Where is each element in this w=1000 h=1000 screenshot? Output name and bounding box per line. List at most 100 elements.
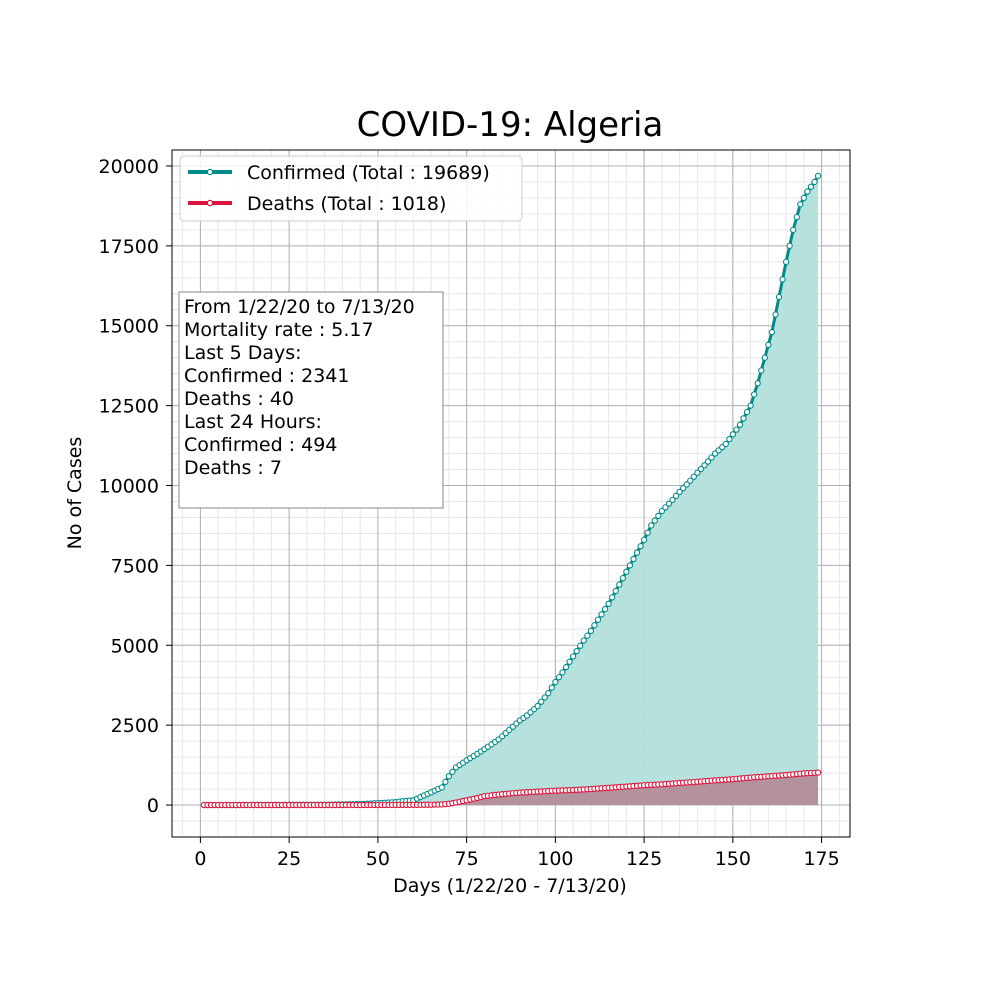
data-point-confirmed <box>616 581 623 588</box>
stats-line-last5-deaths: Deaths : 40 <box>184 388 294 410</box>
data-point-confirmed <box>534 702 541 710</box>
data-point-confirmed <box>594 616 602 623</box>
y-tick-label: 17500 <box>99 236 159 258</box>
legend: Confirmed (Total : 19689) Deaths (Total … <box>179 155 523 222</box>
data-point-confirmed <box>797 201 804 208</box>
series-fills <box>203 175 819 806</box>
stats-line-last24-confirmed: Confirmed : 494 <box>184 434 337 456</box>
data-point-confirmed <box>626 562 634 569</box>
series-area-deaths <box>203 772 819 806</box>
y-axis: 0 2500 5000 7500 10000 12500 15000 17500 20000 <box>99 156 172 817</box>
data-point-confirmed <box>690 473 697 480</box>
data-point-confirmed <box>758 367 765 374</box>
data-point-confirmed <box>662 504 669 511</box>
data-point-confirmed <box>743 408 751 416</box>
plot-frame <box>171 149 851 838</box>
data-point-deaths <box>814 769 822 776</box>
legend-entry-deaths: Deaths (Total : 1018) <box>188 193 446 215</box>
series-markers <box>200 172 822 809</box>
data-point-confirmed <box>644 529 651 536</box>
legend-marker-deaths <box>206 199 214 207</box>
stats-line-mortality: Mortality rate : 5.17 <box>184 319 374 341</box>
data-point-confirmed <box>442 778 449 786</box>
data-point-confirmed <box>726 436 733 443</box>
x-tick-label: 25 <box>277 848 301 870</box>
legend-marker-confirmed <box>206 168 214 176</box>
data-point-confirmed <box>580 637 587 644</box>
stats-line-last24-header: Last 24 Hours: <box>184 411 322 433</box>
data-point-confirmed <box>768 328 776 336</box>
data-point-confirmed <box>740 415 747 422</box>
data-point-confirmed <box>701 462 708 469</box>
data-point-confirmed <box>736 421 744 428</box>
y-tick-label: 12500 <box>99 396 159 418</box>
data-point-confirmed <box>772 311 779 318</box>
legend-box <box>179 155 523 222</box>
data-point-confirmed <box>676 488 683 496</box>
x-tick-label: 50 <box>366 848 390 870</box>
data-point-confirmed <box>598 611 605 618</box>
data-point-confirmed <box>665 500 673 507</box>
x-tick-label: 0 <box>194 848 206 870</box>
data-point-confirmed <box>786 242 793 250</box>
y-tick-label: 7500 <box>111 555 159 577</box>
data-point-confirmed <box>545 690 552 697</box>
data-point-confirmed <box>538 698 545 705</box>
data-point-confirmed <box>800 194 808 202</box>
data-point-confirmed <box>655 512 662 520</box>
data-point-confirmed <box>449 768 456 775</box>
data-point-confirmed <box>569 653 577 660</box>
x-axis: 0 25 50 75 100 125 150 175 <box>194 837 840 870</box>
y-tick-label: 20000 <box>99 156 159 178</box>
data-point-confirmed <box>591 622 598 629</box>
y-axis-label: No of Cases <box>64 437 86 550</box>
data-point-confirmed <box>708 454 715 461</box>
data-point-confirmed <box>672 492 680 500</box>
data-point-confirmed <box>733 426 740 433</box>
data-point-confirmed <box>587 627 595 635</box>
y-tick-label: 0 <box>147 795 159 817</box>
data-point-confirmed <box>687 477 694 484</box>
data-point-confirmed <box>765 341 772 349</box>
data-point-confirmed <box>754 380 761 387</box>
legend-entry-confirmed: Confirmed (Total : 19689) <box>188 162 490 184</box>
data-point-confirmed <box>694 469 701 476</box>
data-point-confirmed <box>807 183 815 190</box>
data-point-confirmed <box>445 773 453 780</box>
data-point-confirmed <box>680 485 687 492</box>
data-point-confirmed <box>669 496 676 504</box>
data-point-confirmed <box>555 674 563 681</box>
x-tick-label: 75 <box>455 848 479 870</box>
stats-annotation: From 1/22/20 to 7/13/20 Mortality rate :… <box>178 291 444 509</box>
data-point-confirmed <box>761 354 768 361</box>
stats-line-range: From 1/22/20 to 7/13/20 <box>184 296 415 318</box>
data-point-confirmed <box>804 188 811 195</box>
y-tick-label: 2500 <box>111 715 159 737</box>
data-point-confirmed <box>630 555 637 563</box>
legend-label-confirmed: Confirmed (Total : 19689) <box>247 162 490 184</box>
data-point-confirmed <box>541 694 548 701</box>
data-point-confirmed <box>779 276 786 283</box>
data-point-confirmed <box>609 594 616 601</box>
data-point-confirmed <box>751 391 758 398</box>
y-tick-label: 10000 <box>99 476 159 498</box>
data-point-confirmed <box>814 172 822 180</box>
data-point-confirmed <box>747 402 754 409</box>
data-point-confirmed <box>697 465 705 473</box>
y-tick-label: 5000 <box>111 635 159 657</box>
stats-annotation-box <box>178 291 444 509</box>
data-point-confirmed <box>584 632 591 639</box>
data-point-confirmed <box>562 663 570 671</box>
data-point-confirmed <box>559 669 566 676</box>
data-point-confirmed <box>640 536 648 543</box>
x-tick-label: 100 <box>537 848 573 870</box>
data-point-confirmed <box>722 440 729 448</box>
data-point-confirmed <box>811 178 818 186</box>
data-point-confirmed <box>605 600 612 607</box>
stats-line-last24-deaths: Deaths : 7 <box>184 457 282 479</box>
data-point-confirmed <box>793 213 800 221</box>
data-point-confirmed <box>601 605 609 613</box>
data-point-confirmed <box>790 226 797 234</box>
data-point-confirmed <box>648 522 655 529</box>
